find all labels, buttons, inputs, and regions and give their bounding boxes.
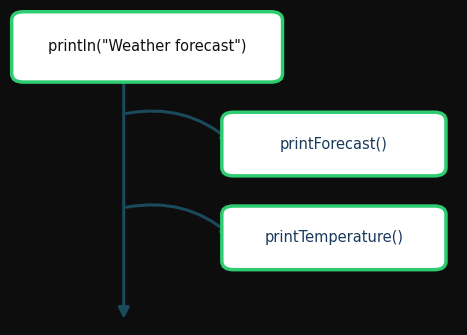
FancyBboxPatch shape xyxy=(222,206,446,270)
FancyBboxPatch shape xyxy=(12,12,283,82)
Text: printForecast(): printForecast() xyxy=(280,137,388,151)
FancyBboxPatch shape xyxy=(222,112,446,176)
Text: println("Weather forecast"): println("Weather forecast") xyxy=(48,40,247,54)
Text: printTemperature(): printTemperature() xyxy=(264,230,403,245)
